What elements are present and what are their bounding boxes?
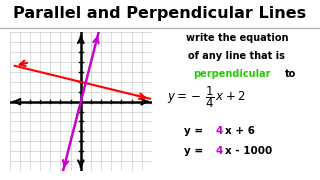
Text: y =: y = xyxy=(184,146,206,156)
Text: of any line that is: of any line that is xyxy=(188,51,285,61)
Text: to: to xyxy=(285,69,296,79)
Text: perpendicular: perpendicular xyxy=(194,69,271,79)
Text: y =: y = xyxy=(184,126,206,136)
Text: Parallel and Perpendicular Lines: Parallel and Perpendicular Lines xyxy=(13,6,307,21)
Text: write the equation: write the equation xyxy=(186,33,288,43)
Text: 4: 4 xyxy=(215,126,222,136)
Text: x + 6: x + 6 xyxy=(225,126,255,136)
Text: 4: 4 xyxy=(215,146,222,156)
Text: x - 1000: x - 1000 xyxy=(225,146,272,156)
Text: $y = -\,\dfrac{1}{4}\,x + 2$: $y = -\,\dfrac{1}{4}\,x + 2$ xyxy=(167,85,245,110)
